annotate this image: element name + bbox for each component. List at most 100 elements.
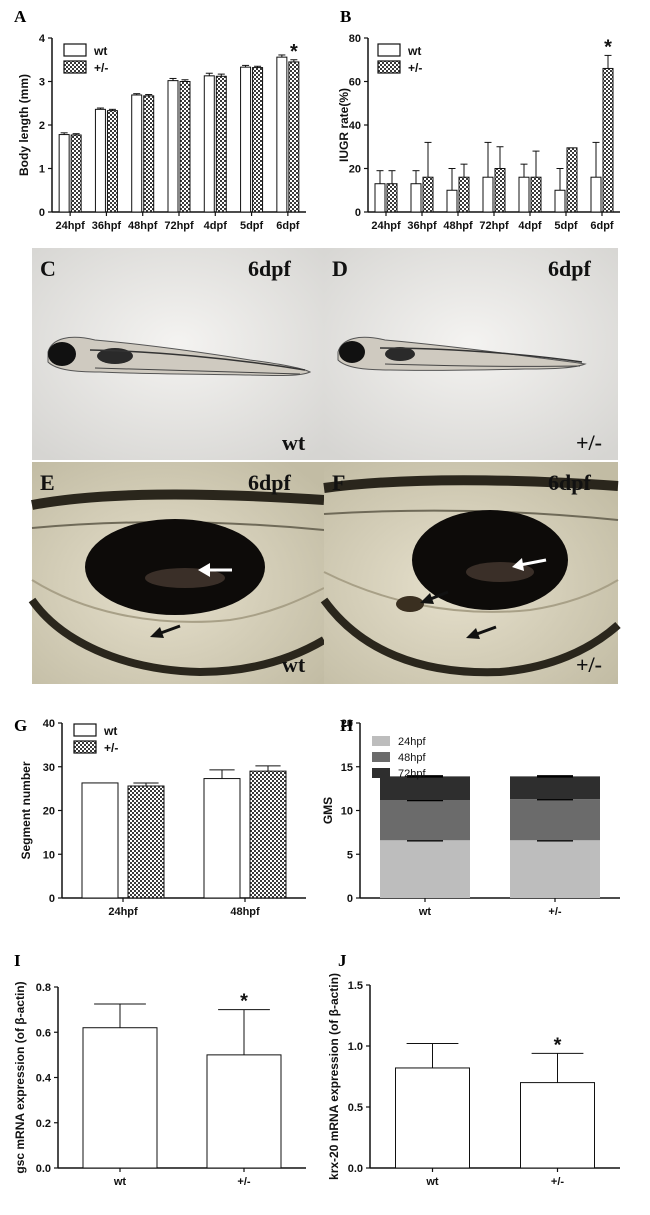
legend-swatch	[63, 60, 87, 74]
bar	[554, 189, 566, 213]
x-tick-label: +/-	[551, 1176, 564, 1188]
legend-swatch	[372, 736, 390, 746]
bar	[590, 176, 602, 213]
significance-marker: *	[290, 41, 298, 63]
bar	[249, 770, 287, 899]
y-tick-label: 4	[39, 33, 46, 45]
significance-marker: *	[554, 1034, 562, 1056]
x-tick-label: +/-	[548, 906, 561, 918]
x-tick-label: 4dpf	[204, 220, 228, 232]
black-arrow-icon	[466, 625, 497, 639]
iugr-rate-chart: 0 20 40 60 80 IUGR rate(%) 24hpf 36hpf 48hpf 72hp…	[337, 33, 620, 232]
y-axis-label: GMS	[321, 797, 335, 824]
y-tick-label: 60	[349, 77, 361, 89]
legend-swatch	[372, 768, 390, 778]
black-arrow-icon	[420, 590, 449, 604]
y-tick-label: 15	[341, 762, 353, 774]
photo-f: 6dpf +/- F	[320, 462, 621, 684]
panel-letter-a: A	[14, 7, 27, 26]
x-tick-label: 4dpf	[518, 220, 542, 232]
panel-letter-j: J	[338, 951, 347, 970]
bar	[240, 66, 252, 213]
bar	[143, 95, 155, 213]
bar	[494, 168, 506, 213]
significance-marker: *	[240, 991, 248, 1013]
y-axis-label: krx-20 mRNA expression (of β-actin)	[327, 973, 341, 1180]
x-tick-label: 5dpf	[554, 220, 578, 232]
x-tick-label: 72hpf	[479, 220, 509, 232]
y-tick-label: 0.8	[36, 982, 51, 994]
y-tick-label: 10	[341, 806, 353, 818]
y-tick-label: 1	[39, 164, 45, 176]
photo-c: 6dpf wt C	[32, 248, 324, 460]
x-tick-label: 36hpf	[92, 220, 122, 232]
photo-f-letter: F	[332, 470, 345, 495]
y-axis-label: IUGR rate(%)	[337, 88, 351, 162]
legend-label: wt	[407, 44, 421, 58]
bar	[94, 108, 106, 213]
photo-d-letter: D	[332, 256, 348, 281]
y-tick-label: 1.5	[348, 980, 363, 992]
krx20-expression-chart: 0.0 0.5 1.0 1.5 krx-20 mRNA expression (of β…	[327, 973, 620, 1188]
bar	[206, 1054, 282, 1169]
photo-e-letter: E	[40, 470, 55, 495]
bar	[203, 778, 241, 899]
x-tick-label: 36hpf	[407, 220, 437, 232]
y-axis-label: Segment number	[19, 761, 33, 859]
y-tick-label: 40	[349, 120, 361, 132]
x-tick-label: 6dpf	[276, 220, 300, 232]
bar	[203, 75, 215, 213]
legend-swatch	[63, 43, 87, 57]
y-tick-label: 20	[43, 806, 55, 818]
x-tick-label: 24hpf	[55, 220, 85, 232]
y-axis-label: Body length (mm)	[17, 74, 31, 176]
bar	[82, 1027, 158, 1169]
bar	[482, 176, 494, 213]
legend-label: +/-	[94, 61, 108, 75]
legend-swatch	[377, 60, 401, 74]
x-tick-label: 48hpf	[443, 220, 473, 232]
bar	[127, 785, 165, 899]
legend-swatch	[73, 723, 97, 737]
y-axis-label: gsc mRNA expression (of β-actin)	[13, 981, 27, 1173]
y-tick-label: 3	[39, 77, 45, 89]
photo-f-stage: 6dpf	[548, 470, 591, 495]
y-tick-label: 0	[347, 893, 353, 905]
photo-f-genotype: +/-	[576, 652, 602, 677]
bar	[215, 75, 227, 213]
legend-swatch	[372, 752, 390, 762]
bar	[520, 1082, 595, 1169]
photo-c-stage: 6dpf	[248, 256, 291, 281]
bar	[70, 134, 82, 213]
y-tick-label: 0.2	[36, 1118, 51, 1130]
bar	[566, 147, 578, 213]
larva-whole-body-wt	[47, 336, 312, 377]
bar	[288, 61, 300, 213]
bar	[179, 81, 191, 213]
y-tick-label: 30	[43, 762, 55, 774]
photo-e-stage: 6dpf	[248, 470, 291, 495]
bar	[602, 67, 614, 213]
bar	[386, 183, 398, 213]
gsc-expression-chart: 0.0 0.2 0.4 0.6 0.8 gsc mRNA expression (of β…	[13, 981, 306, 1188]
legend-label: 24hpf	[398, 736, 426, 748]
legend-swatch	[73, 740, 97, 754]
bar	[81, 782, 119, 899]
bar	[518, 176, 530, 213]
legend-label: 48hpf	[398, 752, 426, 764]
panel-letter-g: G	[14, 716, 27, 735]
bar	[410, 183, 422, 213]
y-tick-label: 0	[39, 207, 45, 219]
stacked-bar-segment	[510, 776, 600, 800]
y-tick-label: 40	[43, 718, 55, 730]
bar	[395, 1067, 470, 1169]
photo-c-letter: C	[40, 256, 56, 281]
body-length-chart: 0 1 2 3 4 Body length (mm) 24hpf 36hpf 48hpf 72hp…	[17, 33, 306, 232]
bar	[446, 189, 458, 213]
legend-label: 72hpf	[398, 768, 426, 780]
bar	[58, 134, 70, 213]
legend-swatch	[377, 43, 401, 57]
bar	[374, 183, 386, 213]
white-arrow-icon	[512, 558, 547, 571]
